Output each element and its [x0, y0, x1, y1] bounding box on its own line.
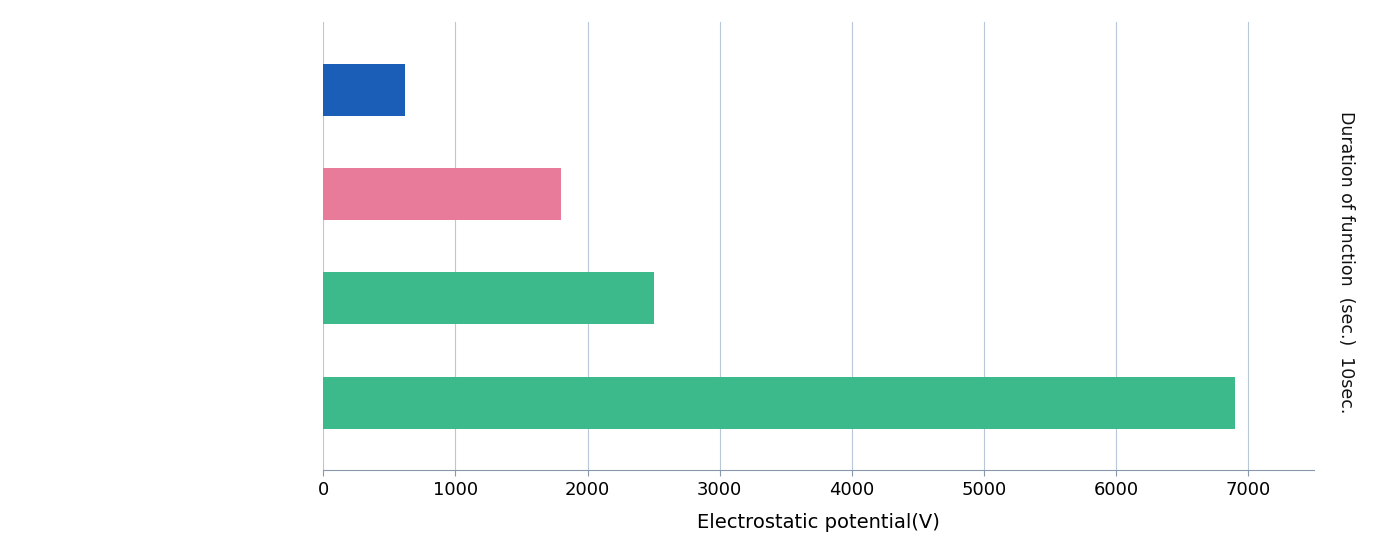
Bar [323, 376, 1234, 429]
Bar [323, 168, 561, 220]
X-axis label: Electrostatic potential(V): Electrostatic potential(V) [698, 513, 940, 532]
Text: Duration of function  (sec.)  10sec.: Duration of function (sec.) 10sec. [1336, 112, 1355, 414]
Bar [323, 63, 406, 116]
Bar [323, 272, 654, 324]
